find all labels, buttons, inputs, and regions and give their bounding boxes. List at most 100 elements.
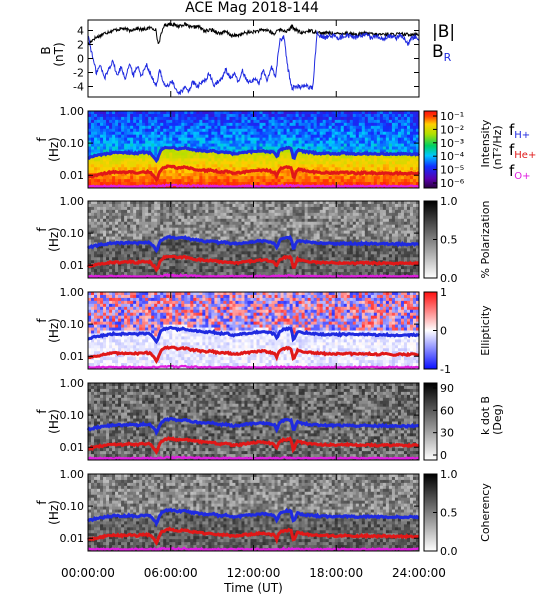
spectrogram-cell xyxy=(127,146,131,150)
spectrogram-cell xyxy=(343,113,348,118)
spectrogram-cell xyxy=(376,161,381,165)
spectrogram-cell xyxy=(115,215,119,220)
spectrogram-cell xyxy=(169,239,173,243)
spectrogram-cell xyxy=(343,111,348,115)
spectrogram-cell xyxy=(163,248,167,252)
spectrogram-cell xyxy=(226,143,230,148)
spectrogram-cell xyxy=(322,218,327,223)
spectrogram-cell xyxy=(376,137,381,142)
spectrogram-cell xyxy=(286,245,291,249)
spectrogram-cell xyxy=(286,161,291,165)
spectrogram-cell xyxy=(313,140,318,145)
spectrogram-cell xyxy=(247,201,251,205)
spectrogram-cell xyxy=(181,149,185,153)
spectrogram-cell xyxy=(217,218,221,223)
spectrogram-cell xyxy=(97,113,101,118)
spectrogram-cell xyxy=(196,179,200,183)
spectrogram-cell xyxy=(259,236,264,240)
spectrogram-cell xyxy=(166,170,170,174)
spectrogram-cell xyxy=(196,122,200,127)
spectrogram-cell xyxy=(262,221,267,226)
spectrogram-cell xyxy=(307,173,312,177)
spectrogram-cell xyxy=(322,122,327,127)
spectrogram-cell xyxy=(382,182,387,186)
spectrogram-cell xyxy=(349,143,354,148)
spectrogram-cell xyxy=(382,137,387,142)
spectrogram-cell xyxy=(109,233,113,238)
spectrogram-cell xyxy=(202,224,206,229)
spectrogram-cell xyxy=(100,125,104,130)
spectrogram-cell xyxy=(280,254,285,258)
spectrogram-cell xyxy=(139,164,143,168)
spectrogram-cell xyxy=(178,209,182,214)
spectrogram-cell xyxy=(412,170,417,174)
spectrogram-cell xyxy=(154,218,158,223)
spectrogram-cell xyxy=(310,266,315,270)
spectrogram-cell xyxy=(280,260,285,264)
spectrogram-cell xyxy=(145,227,149,232)
spectrogram-cell xyxy=(265,269,270,273)
spectrogram-cell xyxy=(223,152,227,156)
spectrogram-cell xyxy=(196,266,200,270)
spectrogram-cell xyxy=(205,113,209,118)
spectrogram-cell xyxy=(307,263,312,267)
spectrogram-cell xyxy=(133,227,137,232)
spectrogram-cell xyxy=(379,128,384,133)
spectrogram-cell xyxy=(112,143,116,148)
spectrogram-cell xyxy=(106,227,110,232)
spectrogram-cell xyxy=(325,113,330,118)
spectrogram-cell xyxy=(193,224,197,229)
spectrogram-cell xyxy=(169,245,173,249)
spectrogram-cell xyxy=(166,242,170,246)
spectrogram-cell xyxy=(241,125,245,130)
spectrogram-cell xyxy=(268,155,273,159)
spectrogram-cell xyxy=(211,137,215,142)
spectrogram-cell xyxy=(319,245,324,249)
spectrogram-cell xyxy=(118,239,122,243)
spectrogram-cell xyxy=(151,179,155,183)
spectrogram-cell xyxy=(151,143,155,148)
spectrogram-cell xyxy=(373,167,378,171)
spectrogram-cell xyxy=(118,119,122,124)
spectrogram-cell xyxy=(142,257,146,261)
spectrogram-cell xyxy=(301,176,306,180)
spectrogram-cell xyxy=(196,155,200,159)
spectrogram-cell xyxy=(319,137,324,142)
spectrogram-cell xyxy=(166,113,170,118)
spectrogram-cell xyxy=(229,113,233,118)
spectrogram-cell xyxy=(319,155,324,159)
spectrogram-cell xyxy=(187,113,191,118)
spectrogram-cell xyxy=(241,140,245,145)
spectrogram-cell xyxy=(217,233,221,238)
spectrogram-cell xyxy=(124,218,128,223)
spectrogram-cell xyxy=(238,248,242,252)
spectrogram-cell xyxy=(319,263,324,267)
spectrogram-cell xyxy=(280,242,285,246)
spectrogram-cell xyxy=(337,116,342,121)
spectrogram-cell xyxy=(298,269,303,273)
spectrogram-cell xyxy=(391,182,396,186)
spectrogram-cell xyxy=(289,218,294,223)
spectrogram-cell xyxy=(283,239,288,243)
spectrogram-cell xyxy=(229,245,233,249)
spectrogram-cell xyxy=(397,134,402,139)
spectrogram-cell xyxy=(145,119,149,124)
spectrogram-cell xyxy=(298,137,303,142)
spectrogram-cell xyxy=(214,269,218,273)
spectrogram-cell xyxy=(106,137,110,142)
spectrogram-cell xyxy=(187,182,191,186)
spectrogram-cell xyxy=(112,266,116,270)
spectrogram-cell xyxy=(220,134,224,139)
spectrogram-cell xyxy=(316,266,321,270)
spectrogram-cell xyxy=(217,146,221,150)
spectrogram-cell xyxy=(181,176,185,180)
spectrogram-cell xyxy=(361,131,366,136)
spectrogram-cell xyxy=(328,164,333,168)
spectrogram-cell xyxy=(166,212,170,217)
spectrogram-cell xyxy=(400,143,405,148)
spectrogram-cell xyxy=(343,122,348,127)
spectrogram-cell xyxy=(277,269,282,273)
spectrogram-cell xyxy=(409,143,414,148)
spectrogram-cell xyxy=(295,251,300,255)
spectrogram-cell xyxy=(151,146,155,150)
